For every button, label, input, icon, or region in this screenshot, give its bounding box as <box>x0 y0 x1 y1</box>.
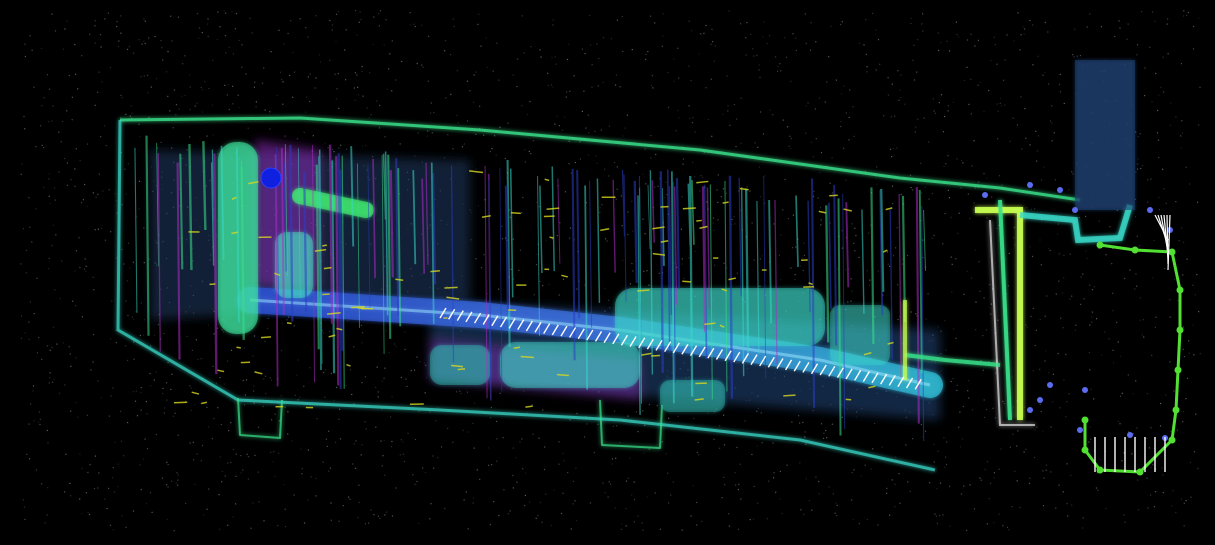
start-marker-icon <box>260 167 282 189</box>
structures <box>218 142 890 412</box>
building-outline <box>116 116 1081 472</box>
accent-marks <box>173 170 894 409</box>
right-structure <box>903 60 1135 426</box>
trajectory <box>439 182 1184 476</box>
wall-stripes <box>134 135 927 441</box>
